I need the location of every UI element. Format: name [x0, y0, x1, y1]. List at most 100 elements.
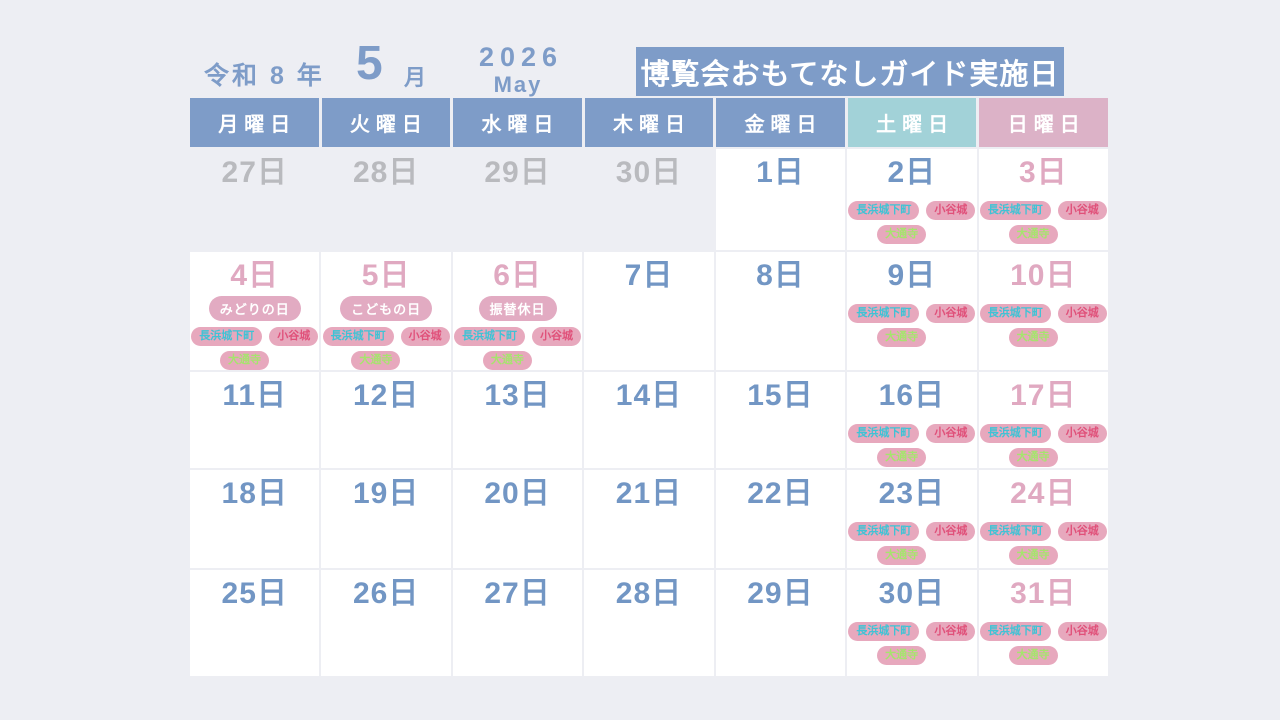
guide-badges: 長浜城下町 小谷城大通寺: [847, 200, 976, 244]
calendar-day-cell: 3日 長浜城下町 小谷城 大通寺: [978, 149, 1108, 250]
calendar-day-cell: 4日 みどりの日 長浜城下町 小谷城 大通寺: [190, 252, 320, 370]
guide-badges: 長浜城下町 小谷城大通寺: [453, 326, 582, 370]
calendar-day-cell: 28日: [321, 149, 450, 250]
guide-badge-line: 長浜城下町 小谷城: [847, 200, 976, 220]
day-number: 14日: [615, 379, 683, 412]
calendar-day-cell: 12日: [321, 372, 451, 468]
calendar-day-cell: 17日長浜城下町 小谷城大通寺: [978, 372, 1108, 468]
guide-badge-daitsuji: 大通寺: [1008, 447, 1058, 467]
guide-badge-nagahama-jokamachi: 長浜城下町: [848, 200, 920, 220]
day-number: 1日: [756, 156, 805, 189]
calendar-day-cell: 6日 振替休日 長浜城下町 小谷城 大通寺: [452, 252, 583, 370]
guide-badges: 長浜城下町 小谷城大通寺: [979, 621, 1108, 665]
day-number: 26日: [352, 577, 420, 610]
day-number: 6日: [493, 259, 542, 292]
day-number: 25日: [221, 577, 288, 610]
guide-badge-odani-castle: 小谷城: [400, 326, 450, 346]
holiday-badge: こどもの日: [340, 295, 433, 321]
guide-badge-line: 長浜城下町 小谷城: [321, 326, 450, 346]
day-number: 24日: [1010, 477, 1077, 510]
calendar-day-cell: 14日: [584, 372, 714, 468]
calendar-day-cell: 20日: [452, 470, 583, 568]
weekday-header-saturday: 土曜日: [847, 98, 977, 147]
calendar-day-cell: 18日: [190, 470, 320, 568]
day-number: 16日: [878, 379, 946, 412]
western-year-label: 2026: [478, 42, 564, 72]
guide-badge-nagahama-jokamachi: 長浜城下町: [322, 326, 394, 346]
guide-badge-nagahama-jokamachi: 長浜城下町: [848, 303, 920, 323]
guide-badge-line: 大通寺: [979, 545, 1108, 565]
guide-badge-line: 大通寺: [453, 350, 582, 370]
era-year-label: 令和 8 年: [204, 62, 325, 90]
guide-badge-odani-castle: 小谷城: [1057, 303, 1107, 323]
calendar-day-cell: 9日 長浜城下町 小谷城 大通寺: [847, 252, 977, 370]
guide-badges: 長浜城下町 小谷城 大通寺: [979, 200, 1108, 244]
guide-badge-daitsuji: 大通寺: [220, 350, 269, 370]
guide-badge-nagahama-jokamachi: 長浜城下町: [848, 521, 920, 541]
guide-badge-daitsuji: 大通寺: [877, 545, 927, 565]
weekday-header-sunday: 日曜日: [979, 98, 1108, 147]
guide-badge-line: 長浜城下町 小谷城: [979, 521, 1108, 541]
calendar-day-cell: 7日: [584, 252, 714, 370]
day-number: 10日: [1010, 259, 1077, 292]
guide-badge-line: 大通寺: [847, 327, 976, 347]
guide-badge-line: 大通寺: [979, 645, 1108, 665]
guide-badge-line: 大通寺: [979, 327, 1108, 347]
guide-badge-daitsuji: 大通寺: [877, 447, 927, 467]
guide-badge-nagahama-jokamachi: 長浜城下町: [191, 326, 263, 346]
weekday-header-friday: 金曜日: [716, 98, 845, 147]
guide-badge-nagahama-jokamachi: 長浜城下町: [848, 423, 920, 443]
weekday-header-thursday: 木曜日: [584, 98, 714, 147]
guide-badge-daitsuji: 大通寺: [877, 224, 927, 244]
day-number: 27日: [221, 156, 288, 189]
guide-badge-nagahama-jokamachi: 長浜城下町: [979, 521, 1051, 541]
calendar-day-cell: 1日: [715, 149, 846, 250]
day-number: 7日: [624, 259, 674, 292]
day-number: 2日: [887, 156, 937, 189]
calendar-day-cell: 24日長浜城下町 小谷城大通寺: [978, 470, 1108, 568]
guide-badge-odani-castle: 小谷城: [1057, 423, 1107, 443]
calendar-day-cell: 23日 長浜城下町 小谷城 大通寺: [847, 470, 977, 568]
guide-badge-daitsuji: 大通寺: [351, 350, 401, 370]
guide-badge-line: 大通寺: [321, 350, 450, 370]
calendar-day-cell: 25日: [190, 570, 320, 676]
guide-badge-line: 長浜城下町 小谷城: [847, 621, 976, 641]
guide-badge-line: 長浜城下町 小谷城: [847, 303, 976, 323]
weekday-header-wednesday: 水曜日: [453, 98, 582, 147]
guide-badge-daitsuji: 大通寺: [877, 645, 927, 665]
guide-badge-line: 大通寺: [847, 447, 976, 467]
guide-badge-line: 長浜城下町 小谷城: [453, 326, 582, 346]
weekday-header-tuesday: 火曜日: [321, 98, 451, 147]
guide-badges: 長浜城下町 小谷城大通寺: [321, 326, 450, 370]
guide-badge-line: 長浜城下町 小谷城: [979, 200, 1108, 220]
calendar-day-cell: 29日: [715, 570, 846, 676]
guide-badge-line: 長浜城下町 小谷城: [190, 326, 319, 346]
day-number: 28日: [352, 156, 420, 189]
guide-badge-odani-castle: 小谷城: [926, 303, 976, 323]
guide-badge-line: 大通寺: [190, 350, 319, 370]
guide-badge-nagahama-jokamachi: 長浜城下町: [979, 621, 1051, 641]
day-number: 31日: [1010, 577, 1077, 610]
guide-badge-daitsuji: 大通寺: [877, 327, 927, 347]
guide-badge-line: 長浜城下町 小谷城: [979, 303, 1108, 323]
guide-badge-line: 大通寺: [847, 545, 976, 565]
guide-badges: 長浜城下町 小谷城大通寺: [847, 621, 976, 665]
guide-badge-nagahama-jokamachi: 長浜城下町: [454, 326, 526, 346]
guide-badge-nagahama-jokamachi: 長浜城下町: [979, 423, 1051, 443]
guide-badge-line: 大通寺: [847, 645, 976, 665]
calendar-day-cell: 8日: [715, 252, 846, 370]
day-number: 17日: [1010, 379, 1077, 412]
guide-badge-nagahama-jokamachi: 長浜城下町: [979, 200, 1051, 220]
day-number: 12日: [352, 379, 420, 412]
calendar-day-cell: 2日長浜城下町 小谷城大通寺: [847, 149, 977, 250]
calendar-day-cell: 11日: [190, 372, 320, 468]
guide-badge-odani-castle: 小谷城: [269, 326, 319, 346]
calendar-day-cell: 10日長浜城下町 小谷城 大通寺: [978, 252, 1108, 370]
weekday-header-row: 月曜日 火曜日 水曜日 木曜日 金曜日 土曜日 日曜日: [190, 98, 1108, 147]
guide-badge-odani-castle: 小谷城: [1057, 621, 1107, 641]
guide-banner-title: 博覧会おもてなしガイド実施日: [636, 47, 1064, 96]
day-number: 29日: [747, 577, 814, 610]
guide-badge-daitsuji: 大通寺: [482, 350, 532, 370]
guide-badge-daitsuji: 大通寺: [1008, 545, 1058, 565]
western-year-block: 2026 May: [462, 44, 574, 96]
